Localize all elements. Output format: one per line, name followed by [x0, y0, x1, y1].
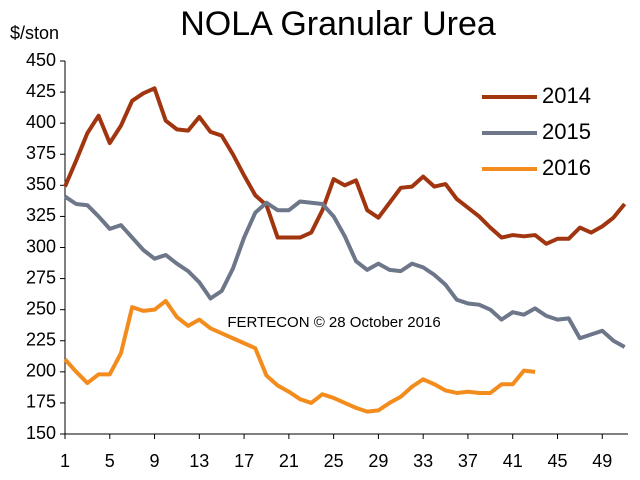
x-tick-label: 5: [105, 451, 115, 471]
series-line: [63, 194, 626, 349]
x-tick-label: 13: [189, 451, 209, 471]
x-tick-label: 25: [324, 451, 344, 471]
x-tick-label: 29: [368, 451, 388, 471]
x-tick-label: 9: [150, 451, 160, 471]
y-tick-label: 200: [26, 361, 56, 381]
x-tick-label: 17: [234, 451, 254, 471]
y-tick-label: 300: [26, 236, 56, 256]
y-tick-label: 350: [26, 174, 56, 194]
x-tick-label: 33: [413, 451, 433, 471]
annotation: FERTECON © 28 October 2016: [227, 314, 440, 331]
x-tick-label: 49: [592, 451, 612, 471]
legend-label: 2015: [542, 119, 591, 144]
x-tick-label: 1: [60, 451, 70, 471]
x-tick-label: 37: [458, 451, 478, 471]
y-tick-label: 325: [26, 205, 56, 225]
x-tick-label: 45: [547, 451, 567, 471]
y-tick-label: 150: [26, 423, 56, 443]
y-tick-label: 225: [26, 330, 56, 350]
y-axis-label: $/ston: [10, 23, 59, 43]
x-tick-label: 41: [503, 451, 523, 471]
y-tick-label: 425: [26, 81, 56, 101]
y-tick-label: 250: [26, 298, 56, 318]
y-tick-label: 175: [26, 392, 56, 412]
chart-title: NOLA Granular Urea: [180, 5, 496, 43]
y-tick-label: 400: [26, 112, 56, 132]
series-line: [63, 298, 536, 414]
y-tick-label: 275: [26, 267, 56, 287]
x-tick-label: 21: [279, 451, 299, 471]
y-tick-label: 450: [26, 50, 56, 70]
legend-label: 2016: [542, 155, 591, 180]
legend-label: 2014: [542, 83, 591, 108]
y-tick-label: 375: [26, 143, 56, 163]
series-line: [63, 86, 627, 246]
